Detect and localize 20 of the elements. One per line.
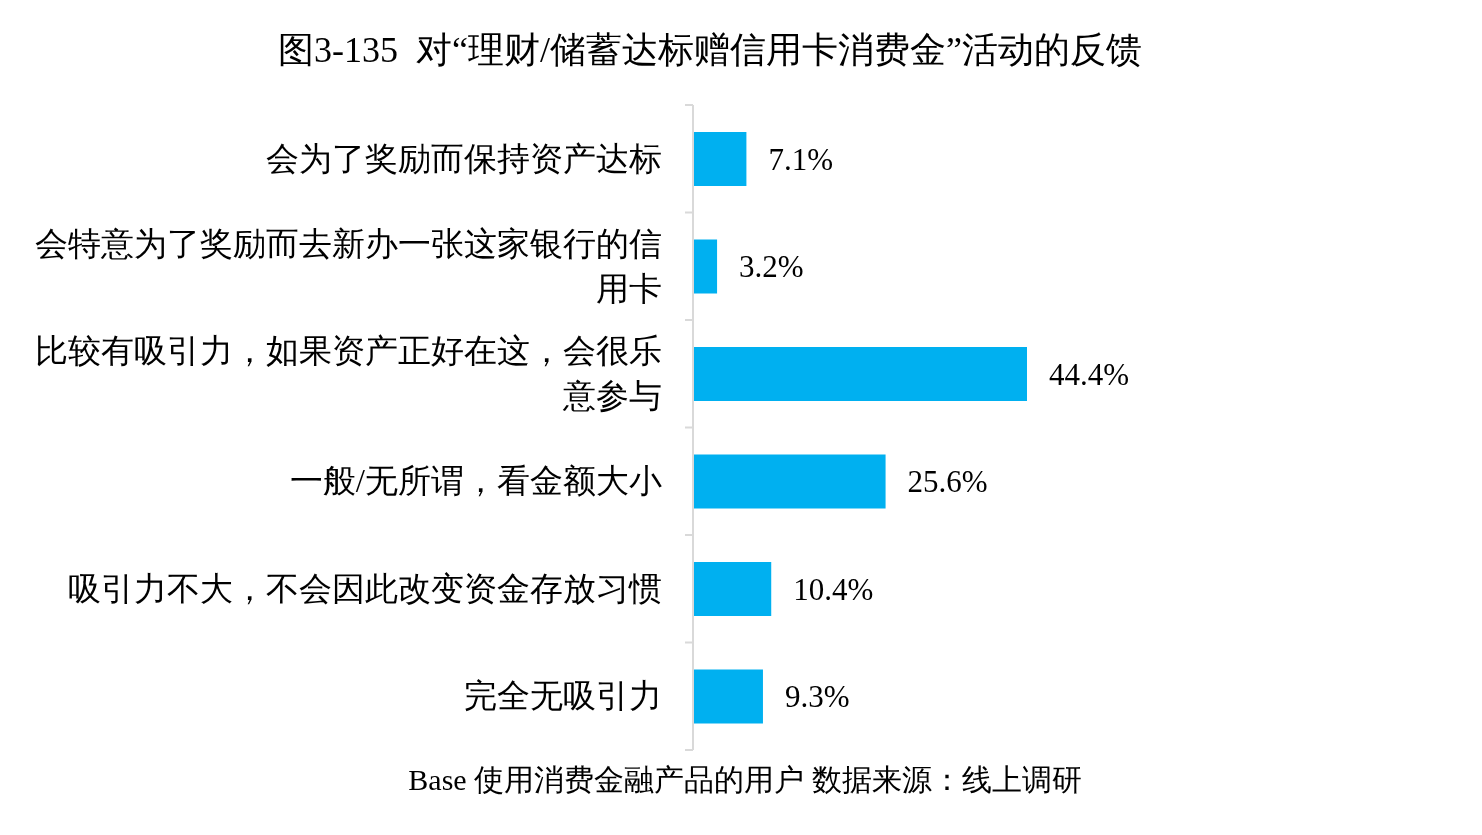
data-label: 25.6%	[907, 464, 988, 500]
bar	[693, 669, 763, 724]
y-tick-label: 会为了奖励而保持资产达标	[266, 140, 662, 177]
data-label: 9.3%	[784, 679, 850, 715]
y-tick-label: 一般/无所谓，看金额大小	[289, 463, 662, 500]
bar	[693, 131, 747, 186]
data-label: 44.4%	[1049, 356, 1130, 392]
bar	[693, 561, 772, 616]
bar	[693, 346, 1027, 401]
chart-title: 图3-135 对“理财/储蓄达标赠信用卡消费金”活动的反馈	[277, 29, 1143, 72]
y-tick-label: 吸引力不大，不会因此改变资金存放习惯	[68, 570, 662, 607]
bar	[693, 239, 718, 294]
data-label: 10.4%	[793, 571, 874, 607]
y-tick-label: 会特意为了奖励而去新办一张这家银行的信用卡	[35, 225, 662, 307]
text: Base 使用消费金融产品的用户 数据来源：线上调研	[407, 762, 1083, 798]
data-label: 3.2%	[739, 249, 804, 285]
y-tick-label: 完全无吸引力	[464, 678, 662, 715]
bar	[693, 454, 886, 509]
data-label: 7.1%	[768, 141, 833, 177]
y-tick-label: 比较有吸引力，如果资产正好在这，会很乐意参与	[35, 333, 662, 415]
